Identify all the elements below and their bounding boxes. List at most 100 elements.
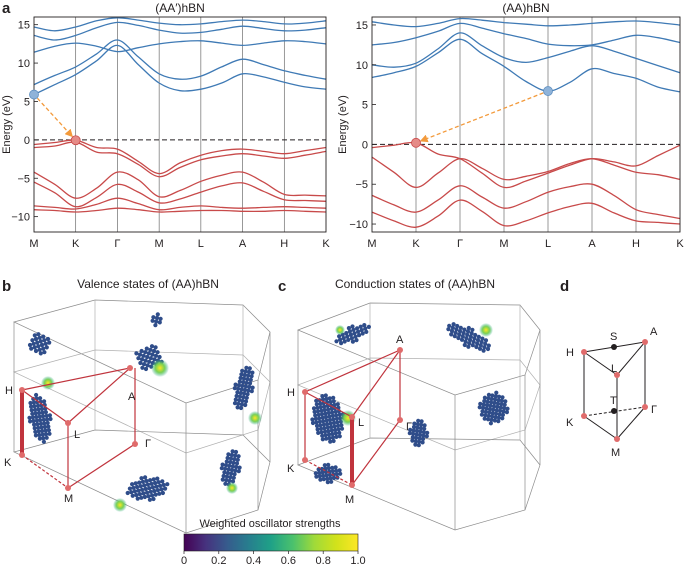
bz-c-cloud-right-dot [494,411,499,416]
band2-xtick-label-7: K [676,238,684,250]
bz-c-cloud-left-dot [337,434,342,439]
band-structure-aa: (AA)hBN −10 −5 0 5 10 15 M K Γ M L A H K Energy (eV) [337,1,684,250]
band2-transition-arrow [419,92,544,143]
bz-c-cloud-top-dot [350,324,355,329]
bz-b-cloud-right-up-dot [238,405,244,411]
bz-b-cloud-top-left-dot [33,336,39,342]
bz-b-cloud-right-up-dot [240,368,245,373]
bz-c-cloud-left-dot [319,430,324,435]
bz-b-cloud-right-up-dot [250,370,255,375]
bz-c-cloud-top-dot [339,341,344,346]
bz-b-hotspot-5 [226,482,238,494]
bz-b-cloud-right-up-dot [244,395,249,400]
bz-b-cloud-right-low-dot [224,478,229,483]
band1-ytick-label-3: 5 [24,96,30,108]
bz-b-cloud-right-up-dot [240,383,245,388]
bz-c-cloud-left-dot [332,424,337,429]
bz-c-cloud-left-dot [331,417,336,422]
bz-c-cloud-bottom-dot [317,470,322,475]
bz-c-cloud-left-dot [323,433,328,438]
bz-c-cloud-left-dot [320,415,325,420]
bz-c-cloud-left-dot [319,412,325,417]
bz-c-cloud-left-dot [318,401,323,406]
bz-b-cloud-right-low-dot [225,470,230,476]
bz-b-cloud-right-low-dot [231,460,236,465]
bz-c-cloud-mid-dot [413,439,418,444]
colorbar-tick-label-2: 0.4 [246,555,261,567]
bz-c-cloud-left-dot [317,419,322,424]
bz-c-path [304,349,401,486]
bz-c-cloud-left-dot [321,422,326,427]
bz-b-cloud-right-low-dot [229,467,235,473]
bz-c-cloud-bottom-dot [331,475,337,481]
bz-b-cloud-right-up-dot [240,398,245,403]
bz-b-cloud-right-up-dot [242,391,247,396]
bz-b-cloud-bottom-dot [135,484,140,490]
bz-b-cloud-right-up-dot [236,386,241,391]
band1-transition-arrow [36,97,74,138]
bz-c-cloud-bottom-dot [326,462,331,467]
bz-c-cloud-top-right-dot [466,325,471,331]
bz-c-cloud-right-dot [489,417,494,422]
bz-b-cloud-center-dot [143,366,149,372]
bz-c-cloud-right-dot [487,410,492,415]
bz-c-cloud-left-dot [331,395,336,400]
bz-b-cloud-bottom-dot [153,492,158,497]
bz-b-cloud-right-up-dot [250,385,255,390]
bz-b-cloud-left-dot [32,404,37,409]
bz-c-points [302,347,403,488]
bz-b-cloud-right-low-dot [223,463,229,468]
bz-c-label-l: L [358,417,364,429]
bz-b-cloud-right-low-dot [224,459,229,464]
bz-b-cloud-right-low-dot [221,473,226,479]
bz-c-cloud-left-dot [327,436,332,441]
bz-b-cloud-right-up-dot [245,392,250,397]
band1-conduction-5 [33,17,327,32]
bz-c-cloud-right-dot [482,395,487,400]
bz-b-cloud-right-low-dot [227,478,232,483]
bz-b-cloud-right-up-dot [236,401,241,406]
colorbar-tick-label-3: 0.6 [281,555,296,567]
bz-c-cloud-mid-dot [410,435,415,440]
bz-b-cloud-right-up-dot [238,390,243,396]
bz-b-cloud-left-dot [46,428,52,433]
bz-b-cloud-left-dot [33,407,38,412]
bz-c-cloud-left-dot [330,413,335,418]
bz-c-cloud-left-dot [318,405,323,410]
bz-d-label-gamma: Γ [651,404,657,416]
band2-ylabel: Energy (eV) [337,95,349,154]
bz-b-cloud-top-left-dot [45,336,51,342]
bz-c-cloud-top-right-dot [455,323,460,329]
bz-c-cloud-top-dot [359,328,364,333]
panel-label-b: b [2,278,11,295]
bz-c-cloud-left-dot [313,413,318,418]
bz-c-cloud-top-dot [360,331,365,336]
bz-b-cloud-right-up-dot [232,386,237,391]
panel-b-title: Valence states of (AA)hBN [77,277,219,291]
bz-c-cloud-right-dot [485,399,490,404]
band1-title: (AA′)hBN [155,1,205,15]
bz-c-cloud-bottom-dot [329,479,334,484]
band1-xtick-label-7: K [322,238,330,250]
bz-c-cloud-top-right-dot [467,341,472,346]
bz-b-cloud-bottom-dot [145,490,150,495]
bz-c-cloud-left-dot [323,415,329,420]
bz-b-point-k [19,452,25,458]
colorbar-tick-label-1: 0.2 [211,555,226,567]
bz-b-cloud-left-dot [42,424,48,430]
bz-c-cloud-right-dot [501,409,506,414]
bz-b-cloud-bottom-dot [160,490,165,496]
bz-c-cloud-right-dot [500,395,505,400]
bz-c-cloud-left-dot [320,437,325,442]
bz-b-cloud-right-low-dot [233,468,238,473]
bz-c-cloud-mid-dot [414,432,419,437]
bz-c-cloud-top-dot [347,329,352,334]
bz-b-cloud-bottom-dot [139,476,144,481]
bz-c-cloud-right-dot [491,404,496,409]
bz-b-cloud-center-dot [138,360,143,366]
bz-c-cloud-mid-dot [425,430,430,435]
bz-c-cloud-right-dot [496,415,501,420]
bz-b-cloud-bottom-dot [137,492,142,497]
bz-b-cloud-center-dot [149,344,155,349]
bz-c-cloud-right-dot [497,394,502,399]
